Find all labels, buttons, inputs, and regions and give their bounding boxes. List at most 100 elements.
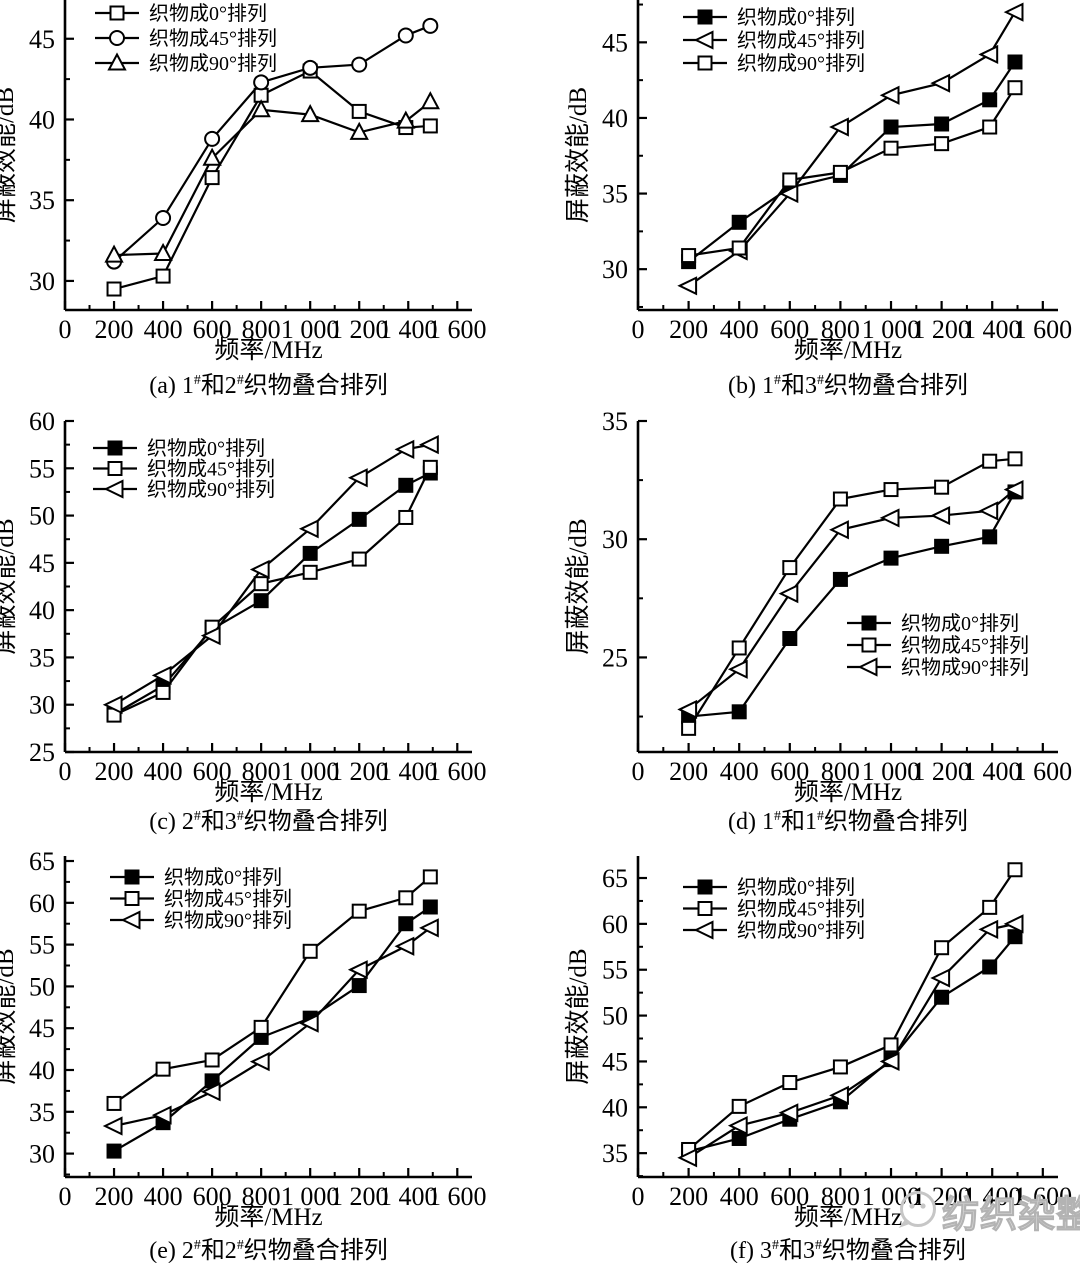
data-point-marker — [249, 559, 270, 580]
y-tick-label: 30 — [29, 267, 55, 296]
data-point-marker — [934, 136, 950, 152]
data-point-marker — [934, 538, 950, 554]
data-point-marker — [253, 74, 270, 91]
data-point-marker — [731, 1098, 747, 1114]
data-point-marker — [106, 281, 122, 297]
y-axis-title: 屏蔽效能/dB — [564, 518, 592, 654]
data-point-marker — [883, 1037, 899, 1053]
data-point-marker — [731, 1130, 747, 1146]
data-point-marker — [1007, 862, 1023, 878]
data-point-marker — [883, 119, 899, 135]
data-point-marker — [731, 704, 747, 720]
data-point-marker — [1003, 479, 1024, 500]
y-tick-label: 40 — [29, 596, 55, 625]
data-point-marker — [782, 560, 798, 576]
data-point-marker — [934, 940, 950, 956]
x-tick-label: 400 — [720, 757, 759, 786]
series-line — [113, 876, 432, 1105]
x-tick-label: 1 000 — [281, 757, 340, 786]
series-line — [688, 936, 1016, 1153]
chart-b-cell: 0 200 400 600 800 1 000 1 200 1 400 1 600 30 35 40 4… — [540, 0, 1080, 405]
superscript-hash: # — [236, 373, 244, 388]
chart-c-cell: 0 200 400 600 800 1 000 1 200 1 400 1 600 25 30 35 4… — [0, 405, 540, 835]
x-tick-label: 400 — [720, 315, 759, 344]
data-point-marker — [879, 1051, 900, 1072]
chart-e-series-2 — [102, 918, 439, 1136]
y-tick-label: 30 — [602, 255, 628, 284]
data-point-marker — [253, 593, 269, 609]
data-point-marker — [1003, 914, 1024, 934]
data-point-marker — [982, 899, 998, 915]
chart-f-series-2 — [677, 914, 1024, 1168]
legend-label: 织物成0°排列 — [147, 437, 265, 460]
x-tick-label: 800 — [821, 1182, 860, 1211]
chart-e-caption: (e) 2#和2#织物叠合排列 — [149, 1238, 388, 1263]
superscript-hash: # — [774, 373, 781, 388]
superscript-hash: # — [193, 1238, 201, 1253]
x-tick-label: 200 — [95, 1182, 134, 1211]
data-point-marker — [351, 103, 367, 119]
y-tick-label: 35 — [29, 186, 55, 215]
y-tick-label: 60 — [602, 910, 628, 939]
data-point-marker — [398, 509, 414, 525]
data-point-marker — [422, 899, 438, 915]
data-point-marker — [879, 85, 900, 105]
legend-label: 织物成90°排列 — [149, 52, 277, 75]
data-point-marker — [204, 130, 221, 147]
data-point-marker — [302, 564, 318, 580]
y-tick-label: 25 — [29, 738, 55, 767]
data-point-marker — [832, 1059, 848, 1075]
y-tick-label: 50 — [29, 502, 55, 531]
y-tick-label: 60 — [29, 889, 55, 918]
legend-marker — [693, 30, 714, 50]
y-axis-title: 屏蔽效能/dB — [0, 87, 19, 223]
data-point-marker — [422, 118, 438, 134]
data-point-marker — [677, 699, 698, 720]
data-point-marker — [420, 91, 440, 110]
data-point-marker — [394, 936, 415, 956]
x-tick-label: 400 — [144, 315, 183, 344]
data-point-marker — [982, 959, 998, 975]
legend-label: 织物成45°排列 — [737, 29, 865, 52]
data-point-marker — [151, 665, 172, 685]
superscript-hash: # — [236, 809, 244, 824]
data-point-marker — [253, 1019, 269, 1035]
data-point-marker — [251, 99, 271, 118]
y-tick-label: 40 — [29, 1056, 55, 1085]
y-tick-label: 55 — [29, 931, 55, 960]
y-tick-label: 30 — [602, 525, 628, 554]
superscript-hash: # — [816, 373, 824, 388]
y-tick-label: 45 — [29, 549, 55, 578]
data-point-marker — [1007, 451, 1023, 467]
x-tick-label: 1 000 — [862, 315, 921, 344]
series-line — [687, 869, 1016, 1151]
x-tick-label: 800 — [242, 1182, 281, 1211]
data-point-marker — [883, 140, 899, 156]
data-point-marker — [419, 918, 439, 938]
y-tick-label: 30 — [29, 691, 55, 720]
series-line — [113, 927, 431, 1128]
chart-c-axes — [63, 419, 472, 754]
legend-label: 织物成90°排列 — [737, 52, 865, 75]
y-tick-label: 50 — [602, 1002, 628, 1031]
x-tick-label: 0 — [59, 757, 72, 786]
y-axis-title: 屏蔽效能/dB — [564, 948, 592, 1084]
x-tick-label: 800 — [821, 315, 860, 344]
data-point-marker — [104, 244, 124, 263]
legend-label: 织物成45°排列 — [901, 634, 1029, 657]
x-tick-label: 600 — [193, 1182, 232, 1211]
data-point-marker — [731, 640, 747, 656]
x-tick-label: 1 200 — [330, 757, 389, 786]
data-point-marker — [829, 117, 849, 137]
superscript-hash: # — [236, 1238, 244, 1253]
chart-f-caption: (f) 3#和3#织物叠合排列 — [730, 1238, 966, 1263]
legend-marker — [120, 910, 141, 930]
legend-marker — [109, 5, 125, 21]
chart-e-series-0 — [106, 899, 438, 1159]
data-point-marker — [200, 626, 221, 646]
